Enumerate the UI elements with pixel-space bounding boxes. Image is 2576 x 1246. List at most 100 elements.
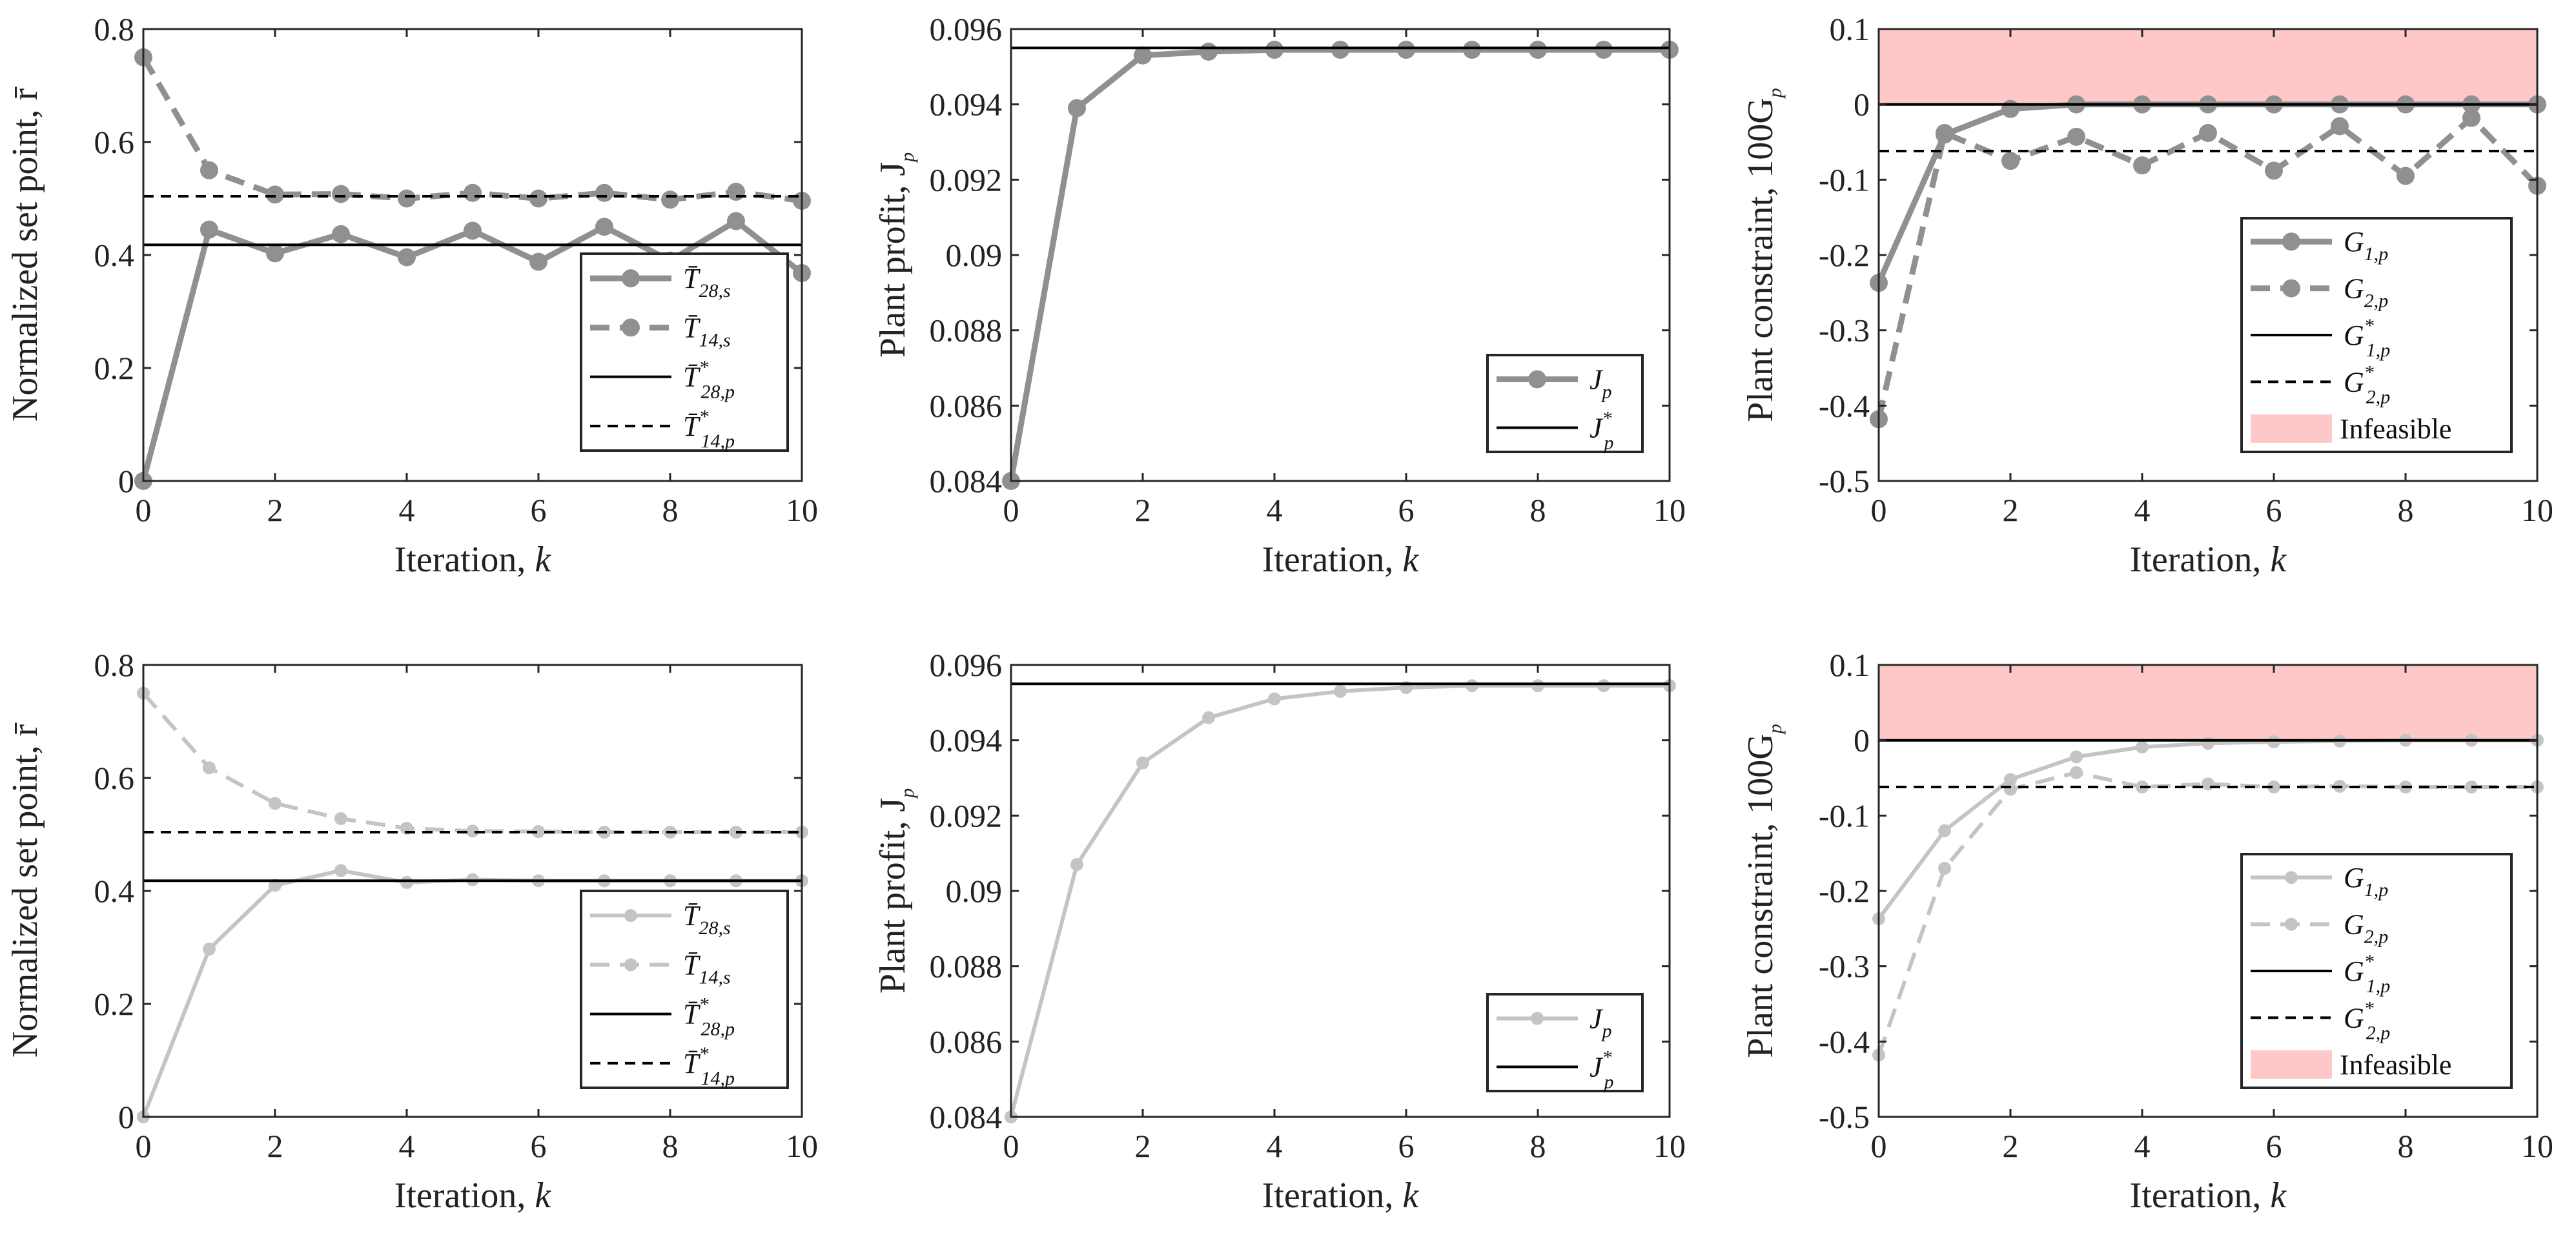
y-tick-label: 0.2 (94, 350, 135, 386)
legend-box (580, 252, 789, 452)
data-point (1331, 41, 1349, 59)
y-tick-label: 0.088 (930, 312, 1003, 349)
y-tick-label: 0 (1854, 722, 1870, 759)
y-tick-label: 0 (118, 1099, 134, 1135)
legend: G1,p G2,pG* 1,pG* 2,p Infeasible (2240, 217, 2513, 453)
data-point (1531, 679, 1544, 693)
data-point (269, 797, 281, 810)
subplot-r2c3: 0 2 4 6 8 10 -0.5 -0.4 -0.3 -0.2 -0.1 0 0.1 Iteration… (1741, 647, 2553, 1216)
legend-marker (622, 318, 640, 337)
data-point (266, 185, 284, 204)
x-axis-label: Iteration, k (2130, 540, 2287, 580)
legend-swatch (2251, 1050, 2332, 1079)
data-point (727, 212, 745, 230)
data-point (1397, 41, 1415, 59)
y-tick-label: -0.1 (1819, 161, 1870, 198)
y-axis-label: Plant constraint, 100Gp (1741, 724, 1786, 1057)
data-point (200, 161, 218, 179)
legend-label: G2,p (2344, 273, 2388, 312)
y-axis-label: Plant profit, Jp (873, 152, 918, 358)
legend-label: J* p (1590, 408, 1614, 454)
legend-marker (624, 909, 637, 923)
y-tick-label: 0.092 (930, 161, 1003, 198)
data-point (1134, 46, 1152, 65)
data-point (1268, 692, 1281, 706)
data-point (532, 825, 545, 839)
x-tick-label: 6 (1398, 1128, 1415, 1164)
data-point (2199, 124, 2217, 142)
data-point (2331, 117, 2349, 136)
y-tick-label: 0.09 (946, 237, 1003, 273)
legend-marker (622, 269, 640, 288)
y-axis-label: Normalized set point, r̄ (5, 87, 45, 422)
data-point (1265, 41, 1283, 59)
y-tick-label: 0.084 (930, 1099, 1003, 1135)
series-line-1 (141, 56, 802, 204)
legend: Jp J* p (1486, 354, 1644, 454)
data-point (727, 183, 745, 201)
data-point (2067, 127, 2085, 146)
legend-label: T̄* 28,p (683, 994, 735, 1040)
legend-marker (2282, 232, 2300, 251)
legend-label: Jp (1590, 1003, 1612, 1042)
data-point (2265, 161, 2283, 180)
x-tick-label: 10 (786, 492, 818, 528)
x-tick-label: 0 (136, 1128, 152, 1164)
x-tick-label: 2 (267, 492, 283, 528)
legend-label: G* 2,p (2344, 997, 2390, 1043)
subplot-r1c2: 0 2 4 6 8 10 0.084 0.086 0.088 0.09 0.092 0.094 0.09… (873, 11, 1686, 580)
data-point (2070, 766, 2083, 779)
x-tick-label: 0 (136, 492, 152, 528)
legend: Jp J* p (1486, 993, 1644, 1093)
data-point (332, 225, 350, 243)
legend-marker (2285, 917, 2298, 931)
data-point (2133, 156, 2151, 175)
data-point (2004, 773, 2017, 786)
x-tick-label: 0 (1871, 1128, 1887, 1164)
data-point (2397, 167, 2415, 185)
legend-marker (2285, 871, 2298, 884)
y-tick-label: 0.094 (930, 722, 1003, 759)
x-tick-label: 0 (1871, 492, 1887, 528)
legend: G1,p G2,pG* 1,pG* 2,p Infeasible (2240, 853, 2513, 1089)
y-tick-label: 0.094 (930, 87, 1003, 123)
x-tick-label: 4 (1267, 492, 1283, 528)
legend-swatch (2251, 414, 2332, 443)
y-tick-label: 0 (1854, 87, 1870, 123)
y-tick-label: 0.084 (930, 463, 1003, 499)
x-tick-label: 0 (1003, 492, 1019, 528)
data-point (2136, 740, 2149, 754)
x-axis-label: Iteration, k (394, 540, 552, 580)
x-tick-label: 4 (2134, 1128, 2151, 1164)
data-point (1200, 43, 1218, 61)
x-tick-label: 4 (399, 1128, 415, 1164)
data-point (1068, 99, 1086, 117)
data-point (1529, 41, 1547, 59)
legend-label: T̄28,s (683, 900, 731, 939)
data-point (595, 218, 613, 236)
x-tick-label: 4 (399, 492, 415, 528)
y-tick-label: -0.4 (1819, 1023, 1870, 1059)
data-point (529, 189, 547, 208)
data-point (334, 812, 347, 825)
data-point (464, 183, 482, 202)
x-tick-label: 2 (2003, 1128, 2019, 1164)
data-point (200, 220, 218, 239)
data-point (203, 761, 216, 775)
data-point (1202, 711, 1215, 724)
data-point (466, 824, 479, 838)
x-tick-label: 10 (2521, 492, 2553, 528)
y-tick-label: 0.09 (946, 873, 1003, 909)
data-point (2202, 737, 2214, 750)
legend-label: T̄* 28,p (683, 357, 735, 403)
y-tick-label: 0.092 (930, 797, 1003, 833)
y-tick-label: -0.2 (1819, 237, 1870, 273)
x-axis-label: Iteration, k (1262, 540, 1420, 580)
data-point (2001, 99, 2019, 118)
y-tick-label: -0.3 (1819, 312, 1870, 349)
data-point (1463, 41, 1481, 59)
data-point (464, 221, 482, 240)
y-tick-label: 0.2 (94, 986, 135, 1022)
x-tick-label: 10 (1653, 1128, 1686, 1164)
y-tick-label: 0.8 (94, 11, 135, 47)
